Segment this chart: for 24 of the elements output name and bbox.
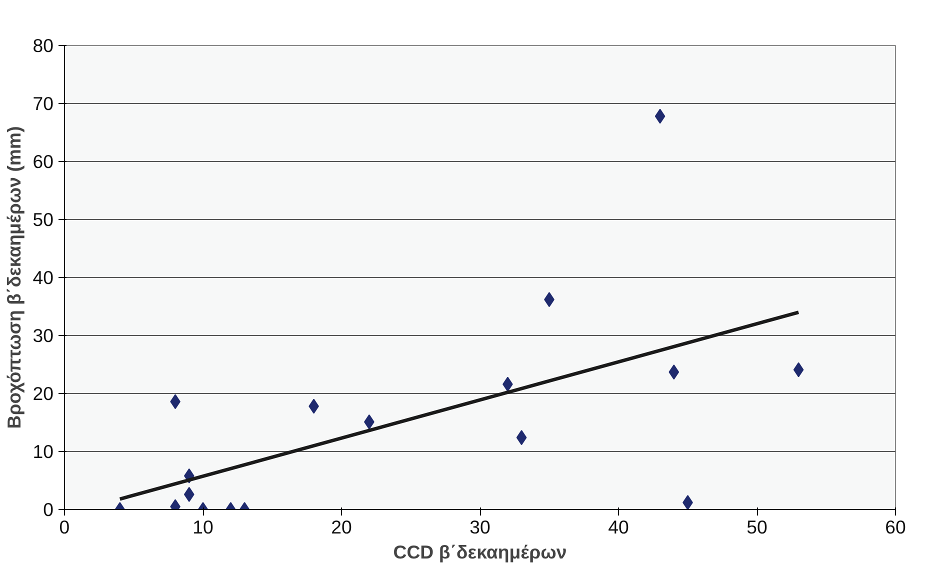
y-tick-label: 0	[43, 499, 54, 520]
y-tick-label: 40	[32, 267, 54, 288]
x-tick-label: 50	[746, 516, 768, 538]
point	[668, 364, 680, 380]
y-tick-label: 10	[32, 441, 54, 462]
x-tick-label: 40	[608, 516, 629, 538]
y-tick-label: 70	[32, 93, 54, 114]
x-tick-label: 0	[59, 516, 70, 538]
x-axis-title: CCD β΄δεκαημέρων	[393, 542, 567, 562]
x-tick-label: 20	[331, 516, 352, 538]
y-tick-label: 60	[32, 151, 54, 172]
point	[184, 486, 194, 502]
x-tick-label: 60	[885, 516, 906, 538]
point	[793, 362, 804, 378]
point	[682, 495, 693, 510]
point	[654, 108, 666, 124]
y-axis-title: Βροχόπτωση β΄δεκαημέρων (mm)	[4, 126, 25, 429]
x-tick-label: 30	[470, 516, 490, 538]
x-tick-label: 10	[192, 516, 214, 538]
y-tick-label: 80	[32, 35, 54, 56]
y-tick-label: 30	[32, 325, 54, 346]
y-tick-label: 20	[32, 383, 54, 404]
point	[516, 430, 527, 446]
y-tick-label: 50	[32, 209, 54, 230]
